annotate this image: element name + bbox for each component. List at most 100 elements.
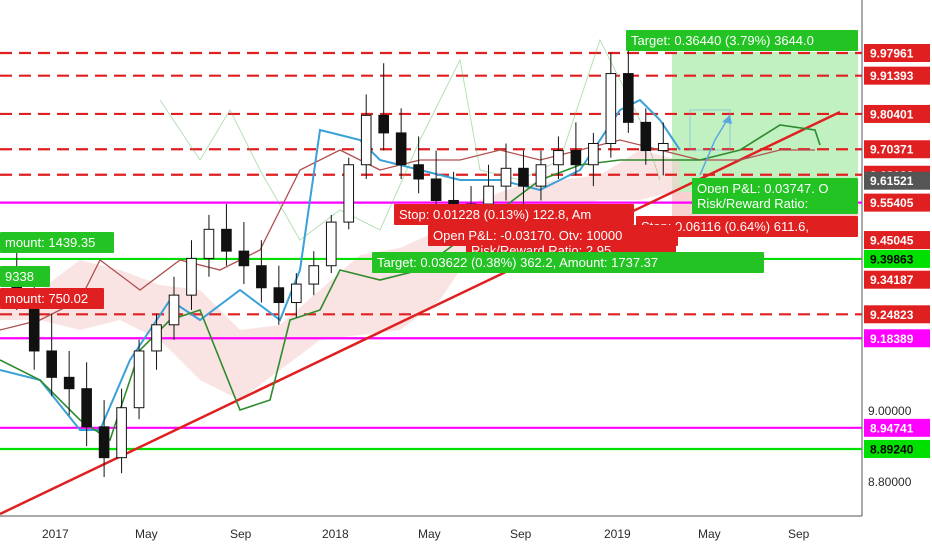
position-box-bg [636,216,858,237]
price-tag-bg [864,329,930,348]
candle-15 [273,265,285,325]
candle-19 [343,157,355,230]
candle-5 [98,400,110,478]
position-box-text: mount: 750.02 [5,291,88,306]
candle-1 [28,273,40,370]
x-tick-2019: 2019 [604,527,631,541]
candle-4 [81,362,92,447]
position-box-bg [692,193,858,214]
candle-16 [291,273,302,318]
candle-21 [378,63,389,151]
position-box-amount-2: 9338 [0,266,50,287]
price-tag-2: 9.80401 [864,104,930,123]
position-box-amount-3: mount: 750.02 [0,288,104,309]
candle-17 [308,251,320,296]
candle-10 [186,240,197,310]
price-tag-text: 9.55405 [870,196,914,210]
price-tag-bg [864,305,930,324]
candle-body [133,350,145,409]
candle-body [151,324,162,352]
position-box-amount-1: mount: 1439.35 [0,232,114,253]
price-tag-bg [864,193,930,212]
candle-22 [395,108,407,179]
candle-body [238,250,250,267]
price-tag-text: 9.45045 [870,234,914,248]
price-tag-9: 9.34187 [864,270,930,289]
candle-body [168,294,180,326]
candle-body [395,132,407,166]
x-tick-sep-2017: Sep [230,527,252,541]
candle-body [500,167,512,187]
position-box-bg [372,252,764,273]
price-tag-text: 9.18389 [870,332,914,346]
candle-body [98,426,110,459]
x-tick-may-2018: May [418,527,441,541]
candle-3 [63,350,75,416]
y-tick-9: 9.00000 [868,404,912,418]
candle-body [291,283,302,304]
candle-6 [116,388,127,474]
position-box-target-long: Target: 0.36440 (3.79%) 3644.0 [626,30,858,51]
price-tag-text: 9.39863 [870,252,914,266]
candle-body [343,164,355,223]
candle-36 [640,108,652,165]
candle-31 [553,136,564,179]
price-tag-bg [864,171,930,190]
position-box-stop-long: Stop: 0.06116 (0.64%) 611.6, [636,216,858,237]
candle-body [256,265,267,289]
price-tag-bg [864,104,930,123]
candle-body [605,73,617,144]
candle-body [518,167,529,187]
price-tag-bg [864,418,930,437]
price-tag-bg [864,66,930,85]
candle-7 [133,339,145,420]
position-box-bg [394,204,634,225]
candle-12 [221,204,232,266]
position-box-text: 9338 [5,269,34,284]
position-box-text: Stop: 0.06116 (0.64%) 611.6, [641,219,809,234]
price-tag-bg [864,440,930,458]
conversion-line [0,98,681,431]
candle-33 [588,132,599,187]
price-tag-text: 9.34187 [870,273,914,287]
long-target-zone [672,52,858,192]
candle-13 [238,222,250,285]
position-box-text: Stop: 0.01228 (0.13%) 122.8, Am [399,207,591,222]
candle-body [640,121,652,152]
position-box-text: Open P&L: 0.03747, Q [697,181,829,196]
price-tag-8: 9.39863 [864,249,930,268]
price-tag-bg [864,249,930,268]
candle-body [483,185,494,205]
x-tick-sep-2019: Sep [788,527,810,541]
position-box-text: Target: 0.36440 (3.79%) 3644.0 [631,33,814,48]
position-box-rr-long: Risk/Reward Ratio: [692,193,858,214]
price-tag-12: 8.94741 [864,418,930,437]
candle-body [553,150,564,166]
candle-body [378,114,389,134]
candle-37 [657,122,669,176]
leading-span [159,38,661,241]
price-tag-text: 9.91393 [870,69,914,83]
price-tag-0: 9.97961 [864,44,930,62]
position-box-text: Open P&L: -0.03170, Qty: 10000 [433,228,622,243]
price-tag-3: 9.70371 [864,140,930,159]
candle-body [588,142,599,166]
candle-body [413,164,424,180]
candle-body [116,407,127,459]
position-box-text: mount: 1439.35 [5,235,95,250]
candle-body [221,228,232,252]
position-labels: Target: 0.36440 (3.79%) 3644.0 Open P&L: … [0,30,858,309]
price-tag-text: 9.70371 [870,143,914,157]
projection-box [689,109,731,151]
candle-11 [203,214,215,277]
candle-20 [360,94,372,179]
x-tick-may-2019: May [698,527,721,541]
position-box-bg [0,232,114,253]
candle-8 [151,313,162,370]
position-box-text: Target: 0.03622 (0.38%) 362.2, Amount: 1… [377,255,658,270]
projection-arrow [699,114,731,176]
price-tag-10: 9.24823 [864,305,930,324]
candle-30 [535,150,547,201]
candle-body [623,73,634,123]
